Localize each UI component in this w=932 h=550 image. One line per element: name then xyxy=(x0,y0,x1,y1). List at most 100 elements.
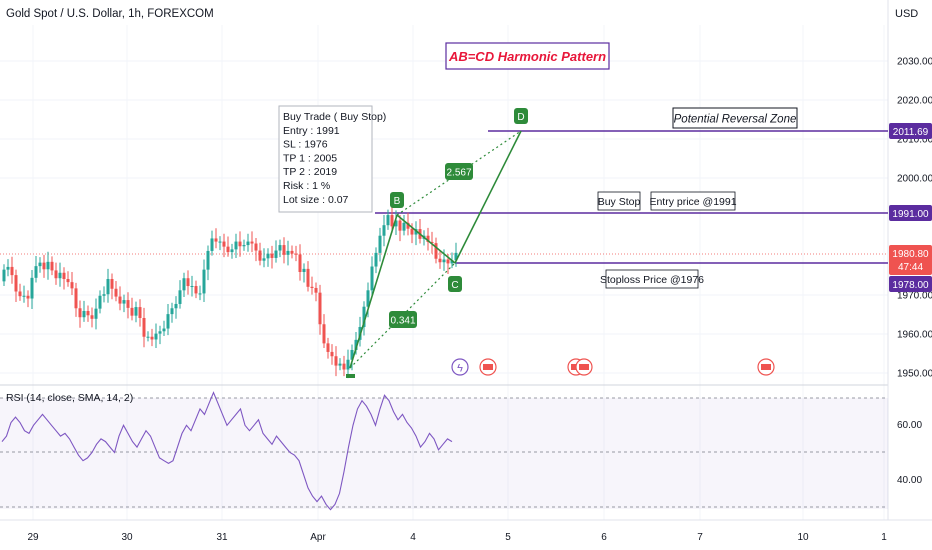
abcd-pattern[interactable]: B C D 2.567 0.341 xyxy=(346,108,528,378)
candle-body[interactable] xyxy=(118,296,122,304)
candle-body[interactable] xyxy=(338,363,342,366)
pattern-title-box[interactable] xyxy=(445,42,610,70)
candle-body[interactable] xyxy=(370,266,374,291)
candle-body[interactable] xyxy=(18,291,22,297)
candle-body[interactable] xyxy=(98,295,102,309)
prz-price-tag[interactable] xyxy=(889,123,932,139)
candle-body[interactable] xyxy=(30,277,34,299)
candle-body[interactable] xyxy=(374,252,378,267)
candle-body[interactable] xyxy=(146,336,150,338)
candle-body[interactable] xyxy=(102,294,106,296)
candle-body[interactable] xyxy=(274,250,278,258)
candle-body[interactable] xyxy=(306,268,310,287)
prz-label-box[interactable] xyxy=(672,107,798,129)
candle-body[interactable] xyxy=(142,318,146,337)
candle-body[interactable] xyxy=(254,243,258,251)
candle-body[interactable] xyxy=(270,253,274,258)
candle-body[interactable] xyxy=(206,250,210,270)
candle-body[interactable] xyxy=(202,269,206,294)
trade-plan-box[interactable] xyxy=(278,105,373,213)
price-axis[interactable]: 2030.00 2020.00 2010.00 2000.00 1970.00 1960.… xyxy=(897,57,932,380)
candle-body[interactable] xyxy=(354,339,358,350)
candle-body[interactable] xyxy=(342,363,346,370)
candle-body[interactable] xyxy=(162,328,166,332)
candle-body[interactable] xyxy=(94,308,98,319)
candle-body[interactable] xyxy=(286,250,290,255)
candle-body[interactable] xyxy=(158,331,162,334)
candle-body[interactable] xyxy=(350,349,354,360)
buy-stop-box[interactable] xyxy=(597,191,641,211)
candle-body[interactable] xyxy=(114,288,118,297)
candle-body[interactable] xyxy=(238,241,242,247)
candle-body[interactable] xyxy=(22,295,26,297)
candle-body[interactable] xyxy=(298,254,302,272)
candle-body[interactable] xyxy=(6,266,10,270)
candle-body[interactable] xyxy=(66,279,70,283)
candle-body[interactable] xyxy=(330,351,334,357)
candles[interactable] xyxy=(2,207,458,379)
current-price-tag[interactable] xyxy=(889,245,932,275)
candle-body[interactable] xyxy=(178,290,182,304)
candle-body[interactable] xyxy=(318,292,322,325)
stop-price-tag[interactable] xyxy=(889,276,932,292)
candle-body[interactable] xyxy=(450,260,454,264)
candle-body[interactable] xyxy=(398,220,402,231)
candle-body[interactable] xyxy=(38,262,42,267)
candle-body[interactable] xyxy=(222,241,226,247)
candle-body[interactable] xyxy=(234,241,238,250)
candle-body[interactable] xyxy=(366,290,370,307)
candle-body[interactable] xyxy=(122,300,126,304)
lightning-event-icon[interactable] xyxy=(451,358,469,376)
candle-body[interactable] xyxy=(86,310,90,316)
candle-body[interactable] xyxy=(378,235,382,253)
candle-body[interactable] xyxy=(414,229,418,235)
candle-body[interactable] xyxy=(54,270,58,279)
entry-price-box[interactable] xyxy=(650,191,736,211)
candle-body[interactable] xyxy=(314,287,318,293)
candle-body[interactable] xyxy=(174,303,178,309)
ratio-ac-badge[interactable] xyxy=(389,311,417,328)
candle-body[interactable] xyxy=(266,253,270,259)
candle-body[interactable] xyxy=(390,215,394,227)
candle-body[interactable] xyxy=(62,272,66,280)
candle-body[interactable] xyxy=(210,238,214,251)
candle-body[interactable] xyxy=(262,258,266,261)
candle-body[interactable] xyxy=(302,268,306,272)
candle-body[interactable] xyxy=(430,241,434,244)
candle-body[interactable] xyxy=(282,245,286,255)
candle-body[interactable] xyxy=(362,306,366,327)
candle-body[interactable] xyxy=(442,259,446,263)
candle-body[interactable] xyxy=(78,308,82,318)
pattern-leg-cd[interactable] xyxy=(454,130,522,264)
candle-body[interactable] xyxy=(346,359,350,370)
candle-body[interactable] xyxy=(334,356,338,366)
rsi-line[interactable] xyxy=(1,391,453,511)
candle-body[interactable] xyxy=(2,269,6,282)
candle-body[interactable] xyxy=(166,314,170,329)
candle-body[interactable] xyxy=(46,261,50,270)
event-markers[interactable]: ϟ xyxy=(451,358,775,376)
candle-body[interactable] xyxy=(50,261,54,271)
candle-body[interactable] xyxy=(386,215,390,226)
candle-body[interactable] xyxy=(190,286,194,288)
pattern-leg-bc[interactable] xyxy=(396,214,456,264)
candle-body[interactable] xyxy=(326,343,330,352)
candle-body[interactable] xyxy=(70,282,74,289)
candle-body[interactable] xyxy=(134,307,138,316)
candle-body[interactable] xyxy=(322,324,326,344)
candle-body[interactable] xyxy=(218,241,222,243)
candle-body[interactable] xyxy=(82,310,86,318)
candle-body[interactable] xyxy=(126,300,130,308)
candle-body[interactable] xyxy=(186,278,190,287)
symbol-title[interactable]: Gold Spot / U.S. Dollar, 1h, FOREXCOM xyxy=(6,8,214,20)
candle-body[interactable] xyxy=(258,250,262,261)
time-axis[interactable]: 29 30 31 Apr 4 5 6 7 10 1 xyxy=(27,532,887,543)
candle-body[interactable] xyxy=(90,315,94,319)
candle-body[interactable] xyxy=(130,307,134,316)
pattern-leg-ab[interactable] xyxy=(349,214,398,369)
candle-body[interactable] xyxy=(434,243,438,259)
candle-body[interactable] xyxy=(110,279,114,289)
candle-body[interactable] xyxy=(10,266,14,276)
candle-body[interactable] xyxy=(226,246,230,253)
point-c-badge[interactable] xyxy=(448,276,462,292)
